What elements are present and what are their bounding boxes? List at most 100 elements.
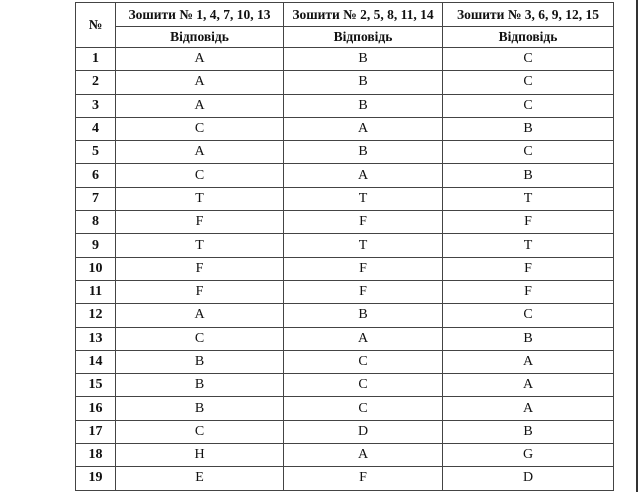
answer-cell: C — [283, 396, 443, 421]
answer-cell: A — [283, 163, 443, 188]
answer-cell: A — [115, 93, 284, 118]
answer-cell: B — [115, 373, 284, 398]
answer-cell: F — [115, 256, 284, 281]
answer-table: № Зошити № 1, 4, 7, 10, 13 Зошити № 2, 5… — [75, 2, 614, 491]
answer-cell: A — [442, 396, 614, 421]
answer-cell: B — [283, 93, 443, 118]
answer-subheader: Відповідь — [283, 26, 443, 48]
answer-cell: A — [115, 70, 284, 95]
answer-cell: C — [442, 46, 614, 72]
table-row: 17 C D B — [75, 419, 614, 445]
answer-cell: B — [442, 326, 614, 351]
answer-cell: A — [115, 303, 284, 328]
question-number: 17 — [75, 419, 116, 445]
answer-cell: T — [115, 186, 284, 212]
table-row: 12 A B C — [75, 303, 614, 328]
answer-cell: F — [442, 210, 614, 235]
answer-cell: G — [442, 443, 614, 468]
answer-cell: B — [115, 349, 284, 375]
answer-cell: B — [283, 46, 443, 72]
question-number: 18 — [75, 443, 116, 468]
table-row: 19 E F D — [75, 466, 614, 491]
answer-cell: F — [283, 466, 443, 491]
answer-subheader: Відповідь — [115, 26, 284, 48]
question-number: 9 — [75, 233, 116, 258]
question-number: 4 — [75, 116, 116, 142]
column-header: Зошити № 2, 5, 8, 11, 14 — [283, 2, 443, 27]
answer-cell: C — [283, 349, 443, 375]
table-row: 10 F F F — [75, 256, 614, 281]
answer-cell: D — [442, 466, 614, 491]
answer-cell: D — [283, 419, 443, 445]
answer-cell: T — [283, 233, 443, 258]
answer-cell: F — [442, 279, 614, 305]
answer-cell: A — [283, 116, 443, 142]
question-number: 5 — [75, 140, 116, 165]
table-body: 1 A B C 2 A B C 3 A B C 4 C A B 5 A B C 6 C A B 7 T T T 8 F F F 9 T T T 10 F F… — [75, 46, 614, 491]
question-number: 2 — [75, 70, 116, 95]
answer-cell: C — [442, 303, 614, 328]
table-row: 18 H A G — [75, 443, 614, 468]
answer-cell: H — [115, 443, 284, 468]
answer-cell: T — [442, 186, 614, 212]
question-number: 15 — [75, 373, 116, 398]
answer-cell: A — [283, 443, 443, 468]
table-row: 14 B C A — [75, 349, 614, 375]
question-number: 1 — [75, 46, 116, 72]
table-row: 15 B C A — [75, 373, 614, 398]
table-row: 13 C A B — [75, 326, 614, 351]
question-number: 12 — [75, 303, 116, 328]
question-number: 6 — [75, 163, 116, 188]
table-row: 11 F F F — [75, 279, 614, 305]
question-number: 7 — [75, 186, 116, 212]
number-header: № — [75, 2, 116, 48]
answer-cell: F — [115, 210, 284, 235]
answer-cell: B — [442, 163, 614, 188]
answer-cell: B — [283, 140, 443, 165]
answer-cell: F — [442, 256, 614, 281]
question-number: 3 — [75, 93, 116, 118]
answer-cell: B — [283, 303, 443, 328]
column-header: Зошити № 1, 4, 7, 10, 13 — [115, 2, 284, 27]
answer-cell: C — [442, 93, 614, 118]
question-number: 19 — [75, 466, 116, 491]
answer-cell: B — [115, 396, 284, 421]
table-row: 16 B C A — [75, 396, 614, 421]
answer-cell: E — [115, 466, 284, 491]
answer-cell: C — [283, 373, 443, 398]
question-number: 16 — [75, 396, 116, 421]
answer-cell: T — [115, 233, 284, 258]
question-number: 14 — [75, 349, 116, 375]
answer-cell: B — [283, 70, 443, 95]
answer-cell: A — [283, 326, 443, 351]
answer-cell: C — [115, 419, 284, 445]
answer-cell: C — [442, 70, 614, 95]
answer-cell: T — [442, 233, 614, 258]
answer-cell: B — [442, 116, 614, 142]
answer-cell: A — [115, 46, 284, 72]
answer-cell: F — [283, 210, 443, 235]
column-header: Зошити № 3, 6, 9, 12, 15 — [442, 2, 614, 27]
question-number: 10 — [75, 256, 116, 281]
answer-cell: C — [115, 116, 284, 142]
answer-cell: C — [115, 326, 284, 351]
question-number: 13 — [75, 326, 116, 351]
answer-cell: A — [115, 140, 284, 165]
answer-cell: A — [442, 373, 614, 398]
question-number: 11 — [75, 279, 116, 305]
answer-cell: F — [115, 279, 284, 305]
page-edge-divider — [636, 0, 638, 492]
question-number: 8 — [75, 210, 116, 235]
answer-cell: C — [442, 140, 614, 165]
answer-cell: B — [442, 419, 614, 445]
answer-cell: F — [283, 279, 443, 305]
